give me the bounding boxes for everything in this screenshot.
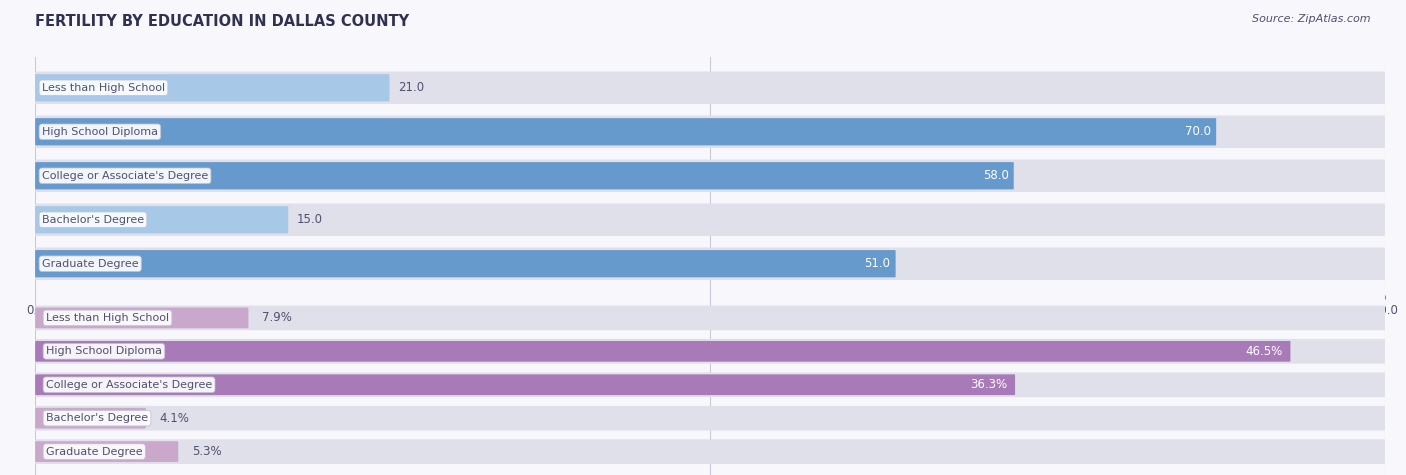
FancyBboxPatch shape — [35, 74, 389, 102]
Text: 36.3%: 36.3% — [970, 378, 1007, 391]
Text: 70.0: 70.0 — [1185, 125, 1211, 138]
Text: High School Diploma: High School Diploma — [46, 346, 162, 356]
Text: Source: ZipAtlas.com: Source: ZipAtlas.com — [1253, 14, 1371, 24]
Text: 15.0: 15.0 — [297, 213, 322, 226]
FancyBboxPatch shape — [35, 247, 1385, 280]
Text: Less than High School: Less than High School — [46, 313, 169, 323]
FancyBboxPatch shape — [35, 162, 1014, 190]
Text: Bachelor's Degree: Bachelor's Degree — [42, 215, 143, 225]
Text: 5.3%: 5.3% — [191, 445, 221, 458]
FancyBboxPatch shape — [35, 341, 1291, 361]
Text: Graduate Degree: Graduate Degree — [42, 259, 139, 269]
FancyBboxPatch shape — [35, 374, 1015, 395]
FancyBboxPatch shape — [35, 250, 896, 277]
FancyBboxPatch shape — [35, 339, 1385, 364]
Text: 21.0: 21.0 — [398, 81, 425, 94]
Text: Graduate Degree: Graduate Degree — [46, 446, 142, 456]
Text: College or Associate's Degree: College or Associate's Degree — [46, 380, 212, 390]
FancyBboxPatch shape — [35, 206, 288, 233]
FancyBboxPatch shape — [35, 118, 1216, 145]
FancyBboxPatch shape — [35, 203, 1385, 236]
FancyBboxPatch shape — [35, 372, 1385, 397]
FancyBboxPatch shape — [35, 307, 249, 328]
Text: 7.9%: 7.9% — [262, 312, 292, 324]
Text: College or Associate's Degree: College or Associate's Degree — [42, 171, 208, 181]
Text: High School Diploma: High School Diploma — [42, 127, 157, 137]
FancyBboxPatch shape — [35, 72, 1385, 104]
Text: FERTILITY BY EDUCATION IN DALLAS COUNTY: FERTILITY BY EDUCATION IN DALLAS COUNTY — [35, 14, 409, 29]
FancyBboxPatch shape — [35, 439, 1385, 464]
FancyBboxPatch shape — [35, 305, 1385, 330]
Text: 51.0: 51.0 — [865, 257, 890, 270]
Text: Less than High School: Less than High School — [42, 83, 165, 93]
FancyBboxPatch shape — [35, 441, 179, 462]
FancyBboxPatch shape — [35, 160, 1385, 192]
Text: 58.0: 58.0 — [983, 169, 1008, 182]
FancyBboxPatch shape — [35, 408, 146, 428]
Text: Bachelor's Degree: Bachelor's Degree — [46, 413, 148, 423]
Text: 4.1%: 4.1% — [159, 412, 190, 425]
Text: 46.5%: 46.5% — [1246, 345, 1282, 358]
FancyBboxPatch shape — [35, 115, 1385, 148]
FancyBboxPatch shape — [35, 406, 1385, 430]
